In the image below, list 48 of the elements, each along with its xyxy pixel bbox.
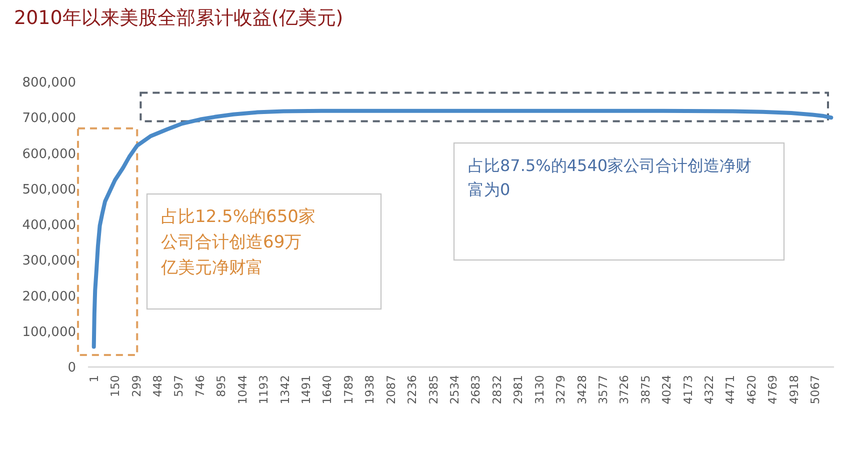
- y-tick-label: 400,000: [22, 218, 76, 234]
- x-tick-label: 3279: [554, 375, 568, 404]
- x-tick-label: 2534: [447, 375, 462, 404]
- x-tick-label: 3130: [532, 375, 546, 404]
- x-tick-label: 1342: [278, 375, 292, 404]
- y-tick-label: 0: [68, 360, 76, 376]
- x-tick-label: 4471: [723, 375, 738, 404]
- x-tick-label: 1193: [256, 375, 271, 404]
- y-tick-label: 300,000: [22, 254, 76, 269]
- x-tick-label: 3428: [574, 375, 589, 404]
- x-tick-label: 448: [150, 375, 164, 397]
- x-tick-label: 2236: [405, 375, 420, 404]
- x-tick-label: 3726: [617, 375, 632, 404]
- x-tick-label: 1: [86, 375, 101, 382]
- y-tick-label: 800,000: [22, 76, 76, 91]
- x-tick-label: 2087: [384, 375, 398, 404]
- x-tick-label: 5067: [808, 375, 822, 404]
- x-tick-label: 2981: [511, 375, 526, 404]
- y-tick-label: 700,000: [22, 111, 76, 126]
- x-tick-label: 4918: [786, 375, 801, 404]
- x-tick-label: 2385: [426, 375, 440, 404]
- x-tick-label: 746: [192, 375, 207, 397]
- x-tick-label: 597: [172, 375, 186, 397]
- x-tick-label: 1938: [362, 375, 377, 404]
- x-tick-label: 1640: [320, 375, 334, 404]
- x-tick-label: 1491: [298, 375, 313, 404]
- x-tick-label: 299: [129, 375, 144, 397]
- x-tick-label: 4769: [766, 375, 780, 404]
- x-tick-label: 4620: [744, 375, 758, 404]
- y-tick-label: 200,000: [22, 289, 76, 304]
- annotation: 占比87.5%的4540家公司合计创造净财富为0: [468, 156, 752, 199]
- x-tick-label: 895: [214, 375, 228, 397]
- y-tick-label: 600,000: [22, 146, 76, 162]
- x-tick-label: 2683: [468, 375, 483, 404]
- x-tick-label: 1044: [235, 375, 250, 404]
- x-tick-label: 3577: [596, 375, 610, 404]
- x-tick-label: 1789: [341, 375, 356, 404]
- annotation: 占比12.5%的650家公司合计创造69万亿美元净财富: [160, 207, 316, 278]
- chart-title: 2010年以来美股全部累计收益(亿美元): [14, 7, 344, 29]
- x-tick-label: 3875: [638, 375, 652, 404]
- x-tick-label: 4322: [702, 375, 716, 404]
- line-series: [92, 108, 834, 349]
- x-tick-label: 4173: [680, 375, 695, 404]
- x-tick-label: 2832: [490, 375, 504, 404]
- x-tick-label: 150: [108, 375, 122, 397]
- x-tick-label: 4024: [660, 375, 674, 404]
- y-tick-label: 100,000: [22, 324, 76, 340]
- y-tick-label: 500,000: [22, 182, 76, 198]
